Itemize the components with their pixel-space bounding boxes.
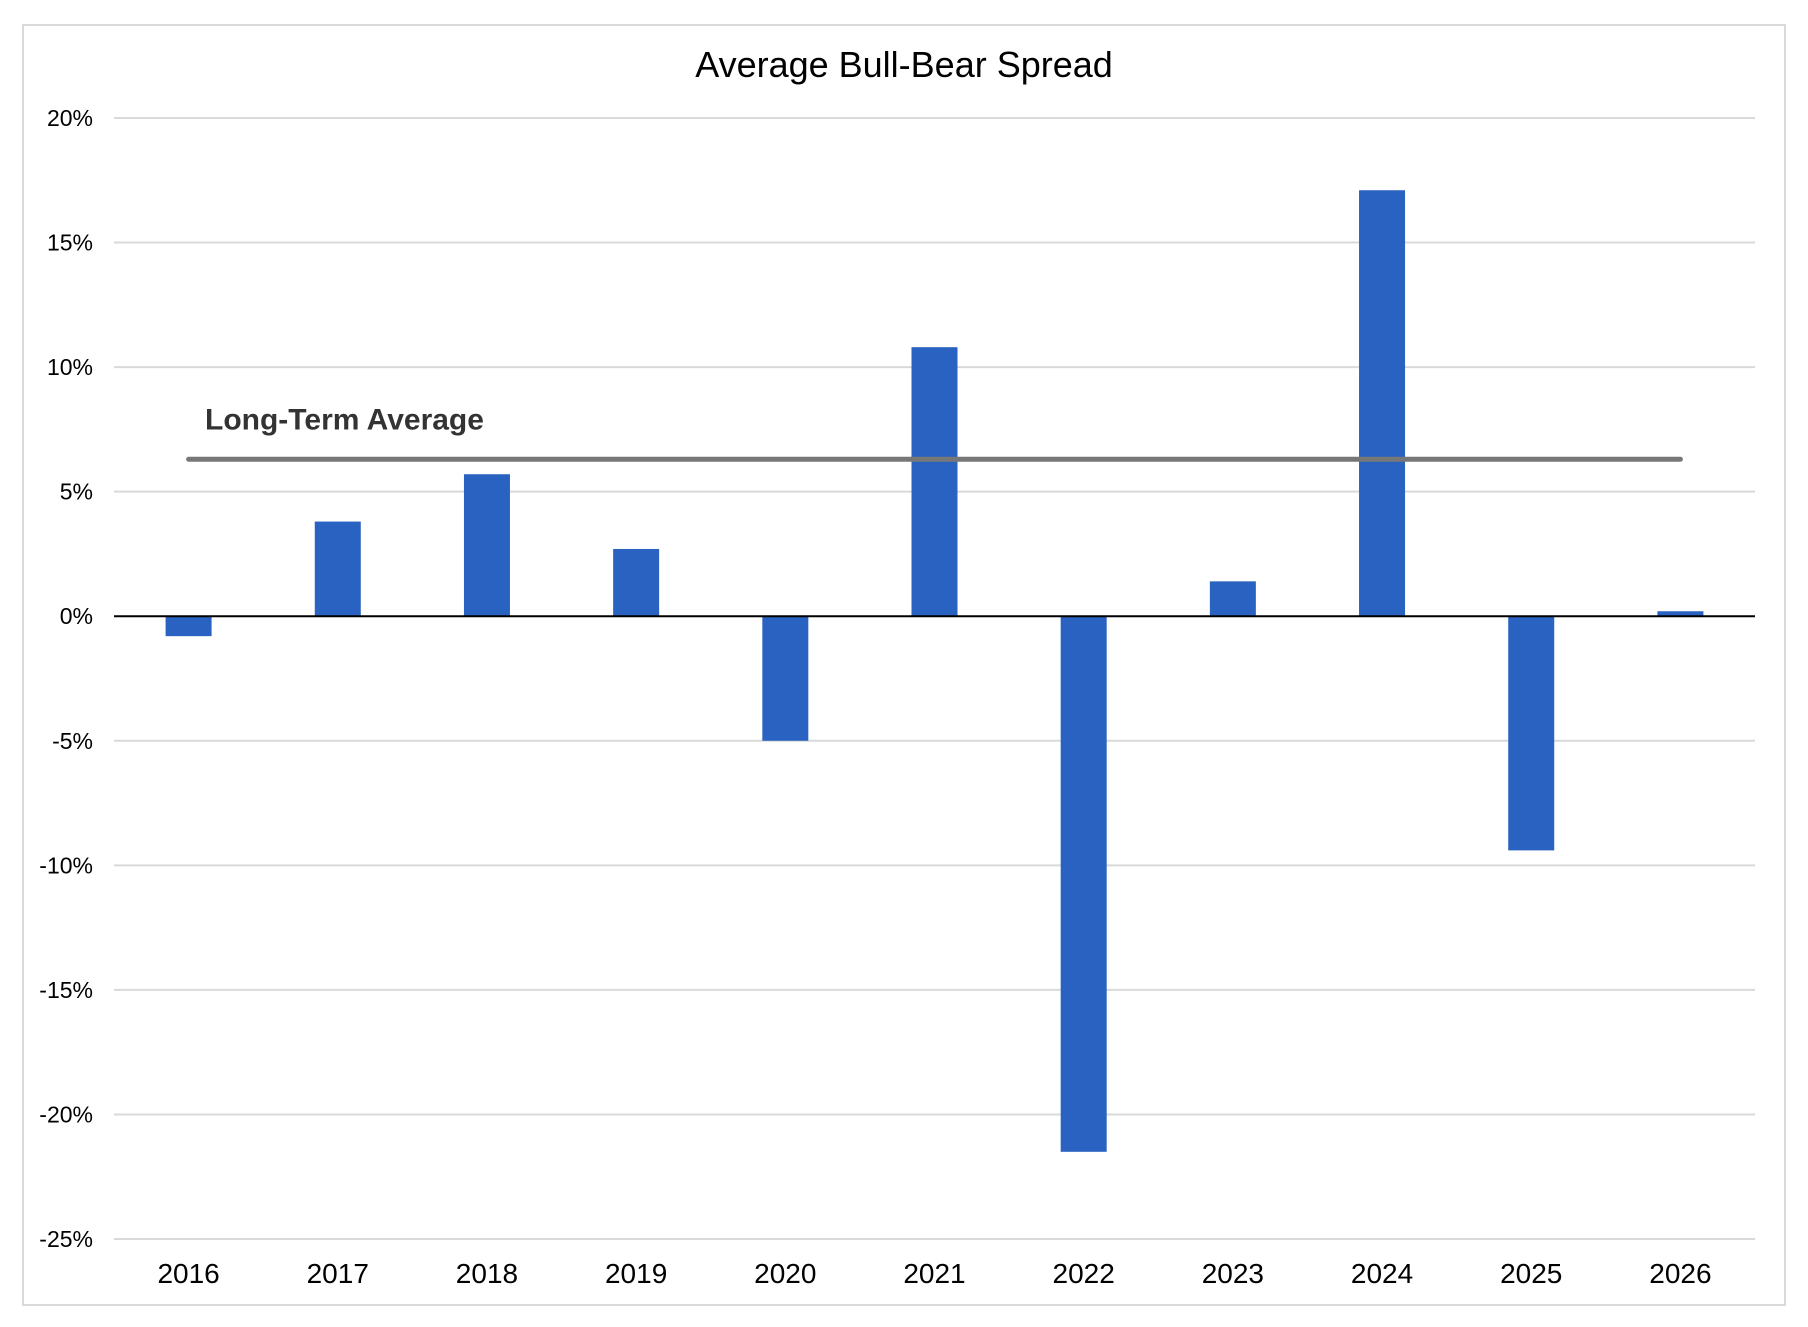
- bars: [165, 190, 1704, 1152]
- bar-2026: [1657, 611, 1704, 617]
- y-tick-label: 20%: [47, 105, 93, 131]
- x-tick-label: 2020: [754, 1258, 816, 1289]
- x-tick-label: 2022: [1053, 1258, 1115, 1289]
- bar-2016: [165, 616, 212, 637]
- x-tick-label: 2018: [456, 1258, 518, 1289]
- gridlines: [114, 117, 1755, 1240]
- x-tick-label: 2017: [307, 1258, 369, 1289]
- x-tick-label: 2026: [1649, 1258, 1711, 1289]
- bar-2022: [1060, 616, 1107, 1152]
- bar-2017: [314, 521, 361, 617]
- bar-2018: [463, 474, 510, 617]
- y-tick-label: -10%: [39, 852, 93, 878]
- bar-2025: [1508, 616, 1555, 851]
- y-tick-label: -5%: [52, 728, 93, 754]
- x-tick-label: 2021: [903, 1258, 965, 1289]
- bar-2019: [613, 548, 660, 617]
- x-tick-label: 2016: [157, 1258, 219, 1289]
- y-tick-label: 0%: [60, 603, 93, 629]
- y-tick-label: 15%: [47, 230, 93, 256]
- x-tick-label: 2024: [1351, 1258, 1413, 1289]
- bar-2023: [1209, 581, 1256, 617]
- x-tick-label: 2025: [1500, 1258, 1562, 1289]
- y-tick-label: -25%: [39, 1226, 93, 1252]
- long-term-average: Long-Term Average: [186, 403, 1683, 462]
- y-tick-label: -20%: [39, 1101, 93, 1127]
- x-tick-label: 2023: [1202, 1258, 1264, 1289]
- bar-2020: [762, 616, 809, 741]
- y-tick-label: 10%: [47, 354, 93, 380]
- bar-2024: [1359, 190, 1406, 617]
- bar-2021: [911, 347, 958, 617]
- x-axis-tick-labels: 2016 2017 2018 2019 2020 2021 2022 2023 2024 2025…: [157, 1258, 1711, 1289]
- x-tick-label: 2019: [605, 1258, 667, 1289]
- long-term-average-label: Long-Term Average: [205, 403, 484, 436]
- chart-background: [22, 24, 1786, 1306]
- chart-title: Average Bull-Bear Spread: [695, 44, 1113, 85]
- y-axis-tick-labels: 20% 15% 10% 5% 0% -5% -10% -15% -20% -25%: [39, 105, 93, 1252]
- y-tick-label: 5%: [60, 479, 93, 505]
- y-tick-label: -15%: [39, 977, 93, 1003]
